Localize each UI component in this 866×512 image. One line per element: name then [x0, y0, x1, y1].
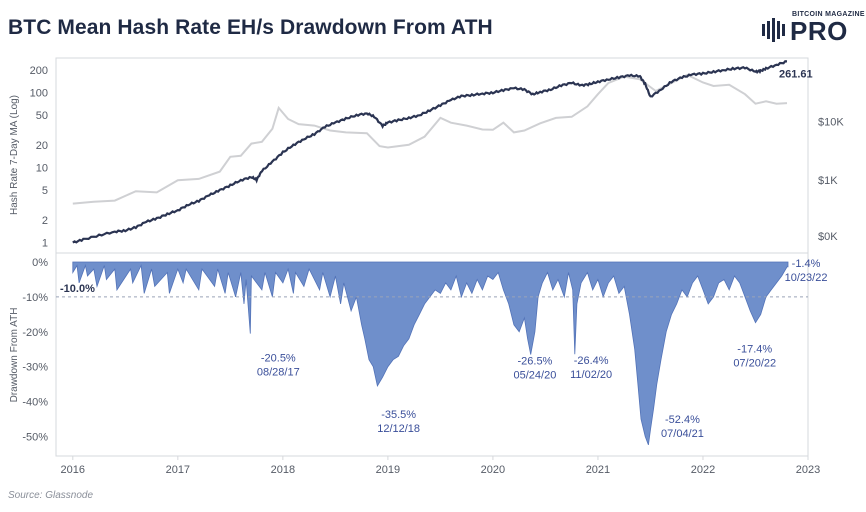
drawdown-tick-label: -40%: [22, 397, 48, 409]
annotation-value: -17.4%: [737, 344, 772, 356]
bitcoin-magazine-logo-icon: [762, 18, 785, 42]
annotation-value: -26.5%: [517, 356, 552, 368]
source-note: Source: Glassnode: [8, 490, 94, 501]
drawdown-tick-label: -30%: [22, 362, 48, 374]
y2-tick-label: $10K: [818, 116, 844, 128]
y-tick-label: 200: [30, 65, 48, 77]
x-tick-label: 2016: [61, 464, 85, 476]
x-axis: 2016 2017 2018 2019 2020 2021 2022 2023: [61, 456, 820, 476]
drawdown-tick-label: -20%: [22, 327, 48, 339]
logo-top-text: BITCOIN MAGAZINE: [792, 11, 865, 18]
drawdown-tick-label: 0%: [32, 257, 48, 269]
x-tick-label: 2020: [481, 464, 505, 476]
x-tick-label: 2018: [271, 464, 295, 476]
y-tick-label: 2: [42, 215, 48, 227]
annotation-date: 08/28/17: [257, 367, 300, 379]
last-value-label: 261.61: [779, 68, 813, 80]
drawdown-annotation: -52.4% 07/04/21: [661, 414, 704, 440]
annotation-date: 05/24/20: [514, 370, 557, 382]
bottom-panel: 0% -10% -20% -30% -40% -50% Drawdown From ATH -…: [9, 257, 828, 446]
y-tick-label: 50: [36, 110, 48, 122]
bitcoin-magazine-pro-logo: BITCOIN MAGAZINE PRO: [762, 10, 865, 46]
hash-rate-line: [72, 60, 788, 244]
drawdown-annotation: -20.5% 08/28/17: [257, 353, 300, 379]
y-axis-label: Hash Rate 7-Day MA (Log): [9, 95, 20, 215]
x-tick-label: 2022: [691, 464, 715, 476]
reference-line-label: -10.0%: [60, 283, 95, 295]
drawdown-axis-label: Drawdown From ATH: [9, 308, 20, 403]
drawdown-annotation: -26.4% 11/02/20: [570, 355, 612, 381]
y-tick-label: 5: [42, 185, 48, 197]
x-tick-label: 2021: [586, 464, 610, 476]
plot-frame: [55, 57, 809, 457]
annotation-date: 07/04/21: [661, 428, 704, 440]
drawdown-tick-label: -50%: [22, 432, 48, 444]
y-tick-label: 1: [42, 238, 48, 250]
y2-tick-label: $0K: [818, 231, 838, 243]
x-tick-label: 2017: [166, 464, 190, 476]
y-tick-label: 10: [36, 163, 48, 175]
annotation-value: -20.5%: [261, 353, 296, 365]
annotation-date: 12/12/18: [377, 423, 420, 435]
annotation-value: -26.4%: [574, 355, 609, 367]
y-tick-label: 20: [36, 140, 48, 152]
annotation-date: 10/23/22: [785, 272, 828, 284]
top-panel: 1 2 5 10 20 50 100 200 Hash Rate 7-Day MA (Log) $…: [9, 60, 844, 250]
drawdown-annotation: -1.4% 10/23/22: [785, 258, 828, 284]
annotation-value: -52.4%: [665, 414, 700, 426]
drawdown-annotation: -35.5% 12/12/18: [377, 409, 420, 435]
y-tick-label: 100: [30, 88, 48, 100]
annotation-value: -1.4%: [792, 258, 821, 270]
price-line: [72, 73, 788, 205]
drawdown-annotation: -17.4% 07/20/22: [733, 344, 776, 370]
annotation-date: 07/20/22: [733, 358, 776, 370]
logo-pro-text: PRO: [790, 16, 848, 46]
annotation-date: 11/02/20: [570, 369, 612, 381]
chart-title: BTC Mean Hash Rate EH/s Drawdown From AT…: [8, 16, 493, 39]
annotation-value: -35.5%: [381, 409, 416, 421]
x-tick-label: 2023: [796, 464, 820, 476]
drawdown-tick-label: -10%: [22, 292, 48, 304]
y2-tick-label: $1K: [818, 175, 838, 187]
drawdown-area: [72, 261, 789, 446]
x-tick-label: 2019: [376, 464, 400, 476]
drawdown-annotation: -26.5% 05/24/20: [514, 356, 557, 382]
